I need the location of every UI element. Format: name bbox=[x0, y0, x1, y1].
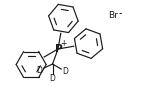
Text: -: - bbox=[119, 9, 122, 19]
Text: D: D bbox=[36, 66, 42, 75]
Text: D: D bbox=[62, 67, 68, 76]
Text: D: D bbox=[50, 74, 55, 83]
Text: P: P bbox=[55, 43, 63, 53]
Text: +: + bbox=[60, 40, 66, 48]
Text: Br: Br bbox=[108, 12, 118, 20]
